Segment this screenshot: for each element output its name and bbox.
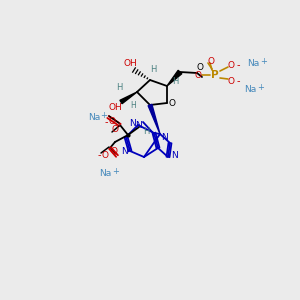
Text: O: O bbox=[101, 151, 109, 160]
Text: N: N bbox=[121, 146, 128, 155]
Text: H: H bbox=[150, 65, 156, 74]
Text: Na: Na bbox=[88, 112, 100, 122]
Text: P: P bbox=[211, 70, 219, 80]
Text: OH: OH bbox=[108, 103, 122, 112]
Text: +: + bbox=[258, 83, 264, 92]
Text: -: - bbox=[236, 60, 240, 70]
Polygon shape bbox=[148, 104, 160, 134]
Text: H: H bbox=[172, 77, 178, 86]
Text: -: - bbox=[97, 150, 101, 160]
Text: O: O bbox=[109, 116, 116, 125]
Text: +: + bbox=[112, 167, 119, 176]
Text: O: O bbox=[110, 148, 118, 157]
Text: O: O bbox=[112, 125, 118, 134]
Text: N: N bbox=[135, 122, 141, 130]
Text: H: H bbox=[143, 128, 149, 136]
Text: Na: Na bbox=[99, 169, 111, 178]
Text: O: O bbox=[208, 56, 214, 65]
Text: Na: Na bbox=[244, 85, 256, 94]
Text: O: O bbox=[194, 70, 202, 80]
Text: N: N bbox=[160, 134, 167, 142]
Text: Na: Na bbox=[247, 58, 259, 68]
Text: H: H bbox=[130, 101, 136, 110]
Polygon shape bbox=[167, 70, 182, 86]
Text: +: + bbox=[100, 112, 107, 121]
Text: OH: OH bbox=[123, 59, 137, 68]
Text: O: O bbox=[196, 62, 203, 71]
Text: O: O bbox=[169, 100, 176, 109]
Text: -: - bbox=[104, 117, 108, 127]
Text: N: N bbox=[171, 152, 177, 160]
Text: N: N bbox=[129, 119, 135, 128]
Text: +: + bbox=[261, 58, 267, 67]
Text: H: H bbox=[116, 82, 122, 91]
Polygon shape bbox=[120, 92, 137, 104]
Text: O: O bbox=[227, 61, 235, 70]
Text: O: O bbox=[227, 76, 235, 85]
Text: -: - bbox=[236, 76, 240, 86]
